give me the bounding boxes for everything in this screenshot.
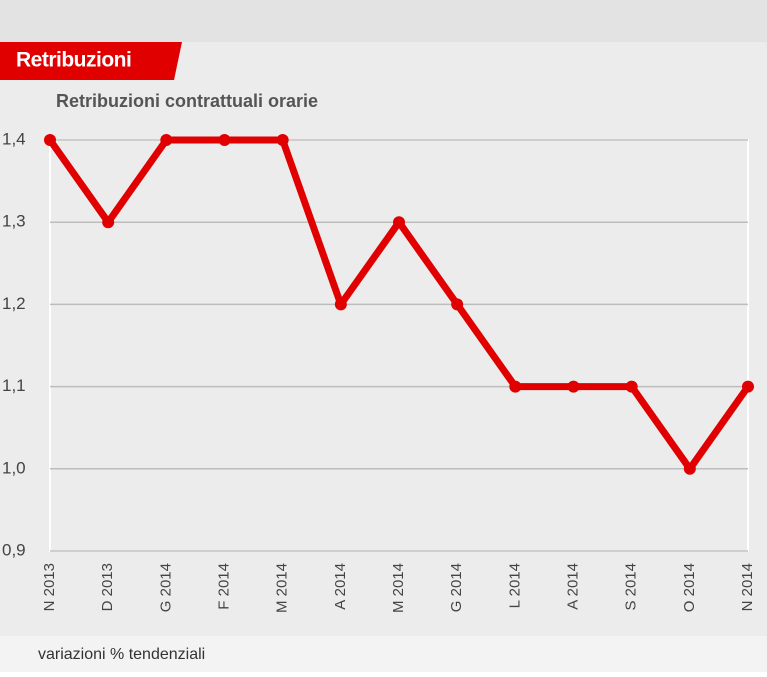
x-tick-label: G 2014 bbox=[448, 563, 465, 612]
footer-area bbox=[0, 636, 767, 672]
y-tick-label: 0,9 bbox=[2, 540, 26, 559]
x-tick-label: D 2013 bbox=[99, 563, 116, 611]
top-bar bbox=[0, 0, 767, 42]
tab-label: Retribuzioni bbox=[16, 49, 131, 72]
chart-title: Retribuzioni contrattuali orarie bbox=[56, 91, 318, 111]
data-point bbox=[160, 134, 173, 146]
data-point bbox=[102, 216, 115, 229]
x-tick-label: S 2014 bbox=[623, 563, 640, 611]
x-tick-label: N 2013 bbox=[41, 563, 58, 611]
data-point bbox=[742, 380, 754, 393]
y-tick-label: 1,0 bbox=[2, 458, 26, 477]
data-point bbox=[451, 298, 464, 311]
tab bbox=[0, 42, 182, 80]
y-tick-label: 1,3 bbox=[2, 212, 26, 231]
x-tick-label: A 2014 bbox=[332, 563, 349, 610]
data-point bbox=[683, 462, 696, 475]
data-point bbox=[276, 134, 289, 146]
y-tick-label: 1,4 bbox=[2, 129, 26, 148]
x-tick-label: F 2014 bbox=[215, 563, 232, 610]
footnote: variazioni % tendenziali bbox=[38, 646, 205, 663]
x-tick-label: M 2014 bbox=[390, 563, 407, 613]
data-point bbox=[393, 216, 405, 229]
data-point bbox=[334, 298, 347, 311]
data-point bbox=[625, 380, 638, 393]
x-tick-label: L 2014 bbox=[506, 563, 523, 608]
y-tick-label: 1,1 bbox=[2, 376, 26, 395]
y-tick-label: 1,2 bbox=[2, 294, 26, 313]
data-point bbox=[509, 380, 522, 393]
data-point bbox=[218, 134, 231, 146]
x-tick-label: M 2014 bbox=[274, 563, 291, 613]
x-tick-label: O 2014 bbox=[681, 563, 698, 612]
x-tick-label: G 2014 bbox=[157, 563, 174, 612]
x-tick-label: A 2014 bbox=[564, 563, 581, 610]
data-point bbox=[567, 380, 580, 393]
data-point bbox=[44, 134, 56, 146]
x-tick-label: N 2014 bbox=[739, 563, 756, 611]
